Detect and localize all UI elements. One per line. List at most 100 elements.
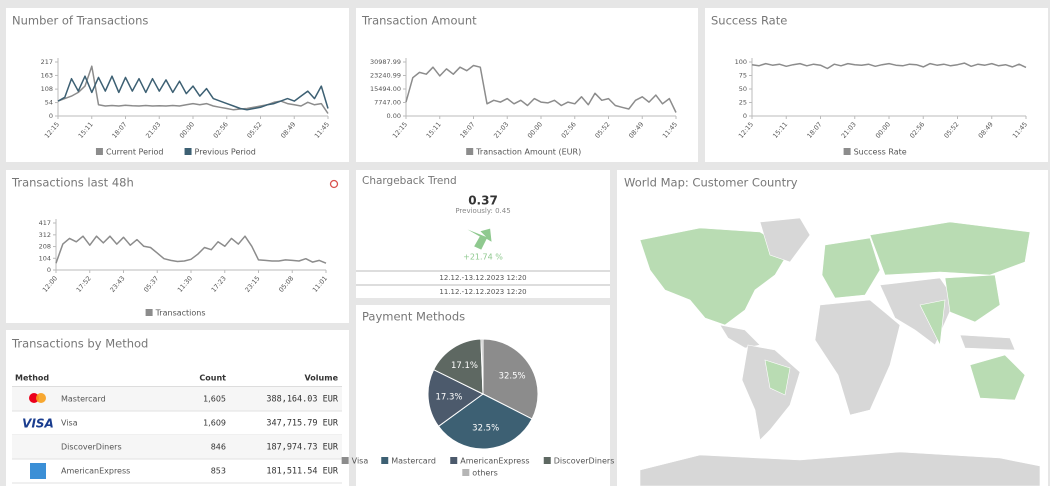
- method: Visa: [61, 419, 78, 428]
- pie-slice: [427, 368, 484, 428]
- europe: [821, 237, 881, 299]
- pie-slice: [482, 338, 539, 420]
- y-tick-label: 75: [739, 72, 747, 80]
- legend-label: Current Period: [106, 148, 164, 157]
- count: 846: [211, 443, 226, 452]
- table: Method Count Volume Mastercard 1,605 388,164.…: [12, 374, 342, 484]
- kpi-change: +21.74 %: [463, 253, 503, 262]
- legend-label: Visa: [352, 457, 369, 466]
- legend-swatch: [184, 148, 192, 155]
- y-tick-label: 0: [47, 266, 51, 274]
- y-tick-label: 108: [41, 85, 53, 93]
- panel-title: Chargeback Trend: [362, 175, 457, 187]
- brazil: [764, 359, 791, 396]
- y-tick-label: 312: [39, 231, 51, 239]
- series-line: [405, 64, 677, 113]
- column-header: Count: [199, 374, 226, 383]
- slice-label: 17.1%: [451, 361, 478, 371]
- kpi-previous: Previously: 0.45: [455, 207, 510, 215]
- y-tick-label: 7747.00: [374, 98, 401, 106]
- logo: [30, 463, 46, 479]
- antarctica: [639, 451, 1041, 486]
- method: DiscoverDiners: [61, 443, 122, 452]
- y-tick-label: 100: [735, 58, 747, 66]
- panel-title: Payment Methods: [362, 310, 465, 324]
- north-america: [639, 227, 791, 326]
- legend-label: Transaction Amount (EUR): [475, 148, 581, 157]
- column-header: Volume: [305, 374, 339, 383]
- indonesia: [959, 334, 1016, 351]
- volume: 187,974.73 EUR: [266, 443, 339, 453]
- y-tick-label: 54: [45, 99, 53, 107]
- y-tick-label: 0: [49, 112, 53, 120]
- panel: [705, 8, 1048, 162]
- legend-label: Transactions: [155, 309, 206, 318]
- y-tick-label: 50: [739, 85, 747, 93]
- row-bg: [12, 387, 342, 411]
- panel-title: Number of Transactions: [12, 14, 148, 28]
- logo: [36, 393, 46, 403]
- column-header: Method: [15, 374, 49, 383]
- russia: [869, 221, 1031, 276]
- method: Mastercard: [61, 395, 106, 404]
- count: 853: [211, 467, 226, 476]
- legend-label: Previous Period: [195, 148, 256, 157]
- kpi-value: 0.37: [468, 194, 498, 208]
- legend-swatch: [145, 309, 153, 316]
- legend-swatch: [466, 148, 474, 155]
- greenland: [759, 217, 811, 263]
- volume: 181,511.54 EUR: [266, 467, 339, 477]
- world-map: [639, 217, 1041, 486]
- panel: [356, 8, 698, 162]
- legend-swatch: [341, 457, 349, 464]
- legend-label: DiscoverDiners: [554, 457, 615, 466]
- series-line: [751, 62, 1027, 70]
- series-line: [55, 235, 327, 264]
- volume: 388,164.03 EUR: [266, 395, 339, 405]
- trend-arrow: [467, 228, 492, 250]
- slice-label: 32.5%: [472, 423, 499, 433]
- panel: [356, 170, 610, 298]
- china: [944, 274, 1001, 323]
- y-tick-label: 0: [743, 112, 747, 120]
- legend-swatch: [543, 457, 551, 464]
- legend-label: Success Rate: [854, 148, 907, 157]
- india: [919, 299, 946, 347]
- refresh-icon[interactable]: [329, 179, 339, 189]
- y-tick-label: 208: [39, 243, 51, 251]
- y-tick-label: 30987.99: [370, 58, 401, 66]
- series-line: [57, 75, 329, 111]
- method: AmericanExpress: [61, 467, 130, 476]
- y-tick-label: 15494.00: [370, 85, 401, 93]
- volume: 347,715.79 EUR: [266, 419, 339, 429]
- slice-label: 17.3%: [436, 392, 463, 402]
- period: 11.12.-12.12.2023 12:20: [439, 288, 526, 296]
- panel-title: Transactions by Method: [11, 337, 148, 351]
- row-bg: [12, 435, 342, 459]
- legend-swatch: [381, 457, 389, 464]
- y-tick-label: 25: [739, 99, 747, 107]
- series-line: [57, 65, 329, 114]
- y-tick-label: 0.00: [387, 112, 401, 120]
- pie-slice: [433, 338, 484, 395]
- period: 12.12.-13.12.2023 12:20: [439, 274, 526, 282]
- panel-title: Transaction Amount: [361, 14, 477, 28]
- logo: [29, 393, 39, 403]
- legend-swatch: [450, 457, 458, 464]
- legend-label: AmericanExpress: [460, 457, 529, 466]
- legend-label: others: [472, 469, 497, 478]
- y-tick-label: 104: [39, 254, 51, 262]
- y-tick-label: 23240.99: [370, 72, 401, 80]
- y-tick-label: 163: [41, 71, 53, 79]
- y-tick-label: 417: [39, 219, 51, 227]
- panel-title: Transactions last 48h: [11, 176, 134, 190]
- count: 1,609: [203, 419, 226, 428]
- pie-slice: [480, 338, 484, 395]
- slice-label: 32.5%: [499, 372, 526, 382]
- australia: [969, 354, 1026, 401]
- africa: [814, 299, 901, 416]
- panel-title: Success Rate: [711, 14, 787, 28]
- legend-swatch: [462, 469, 470, 476]
- legend-swatch: [843, 148, 851, 155]
